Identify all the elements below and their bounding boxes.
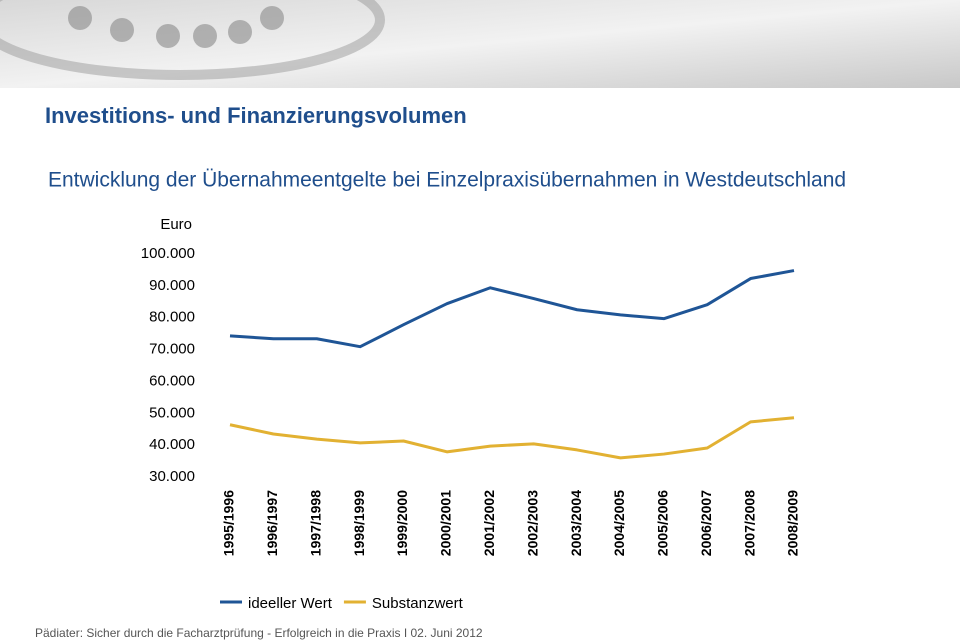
- x-tick-label: 2000/2001: [438, 490, 454, 556]
- x-tick-label: 2007/2008: [741, 490, 757, 556]
- y-tick-label: 40.000: [149, 436, 195, 453]
- x-tick-label: 1997/1998: [307, 490, 323, 556]
- header-decoration: [0, 0, 385, 80]
- x-tick-label: 1998/1999: [351, 490, 367, 556]
- x-tick-label: 2001/2002: [481, 490, 497, 556]
- footer: Pädiater: Sicher durch die Facharztprüfu…: [35, 626, 483, 640]
- title: Investitions- und Finanzierungsvolumen: [45, 103, 467, 128]
- x-tick-label: 1999/2000: [394, 490, 410, 556]
- x-tick-label: 2006/2007: [698, 490, 714, 556]
- y-tick-label: 100.000: [141, 245, 195, 262]
- series-line: [229, 269, 795, 349]
- x-tick-label: 2004/2005: [611, 490, 627, 556]
- y-tick-label: 80.000: [149, 309, 195, 326]
- legend-label: ideeller Wert: [248, 595, 333, 612]
- header-figures: [68, 6, 284, 48]
- legend-label: Substanzwert: [372, 595, 464, 612]
- subtitle: Entwicklung der Übernahmeentgelte bei Ei…: [48, 169, 846, 192]
- y-tick-label: 90.000: [149, 277, 195, 294]
- x-tick-label: 2003/2004: [568, 490, 584, 556]
- y-axis-label: Euro: [160, 216, 192, 233]
- x-tick-label: 1996/1997: [264, 490, 280, 556]
- x-tick-label: 2005/2006: [655, 490, 671, 556]
- x-tick-label: 1995/1996: [221, 490, 237, 556]
- y-tick-label: 30.000: [149, 468, 195, 485]
- x-tick-label: 2008/2009: [785, 490, 801, 556]
- y-tick-label: 60.000: [149, 372, 195, 389]
- y-tick-label: 50.000: [149, 404, 195, 421]
- y-tick-label: 70.000: [149, 341, 195, 358]
- series-line: [229, 416, 795, 460]
- x-tick-label: 2002/2003: [524, 490, 540, 556]
